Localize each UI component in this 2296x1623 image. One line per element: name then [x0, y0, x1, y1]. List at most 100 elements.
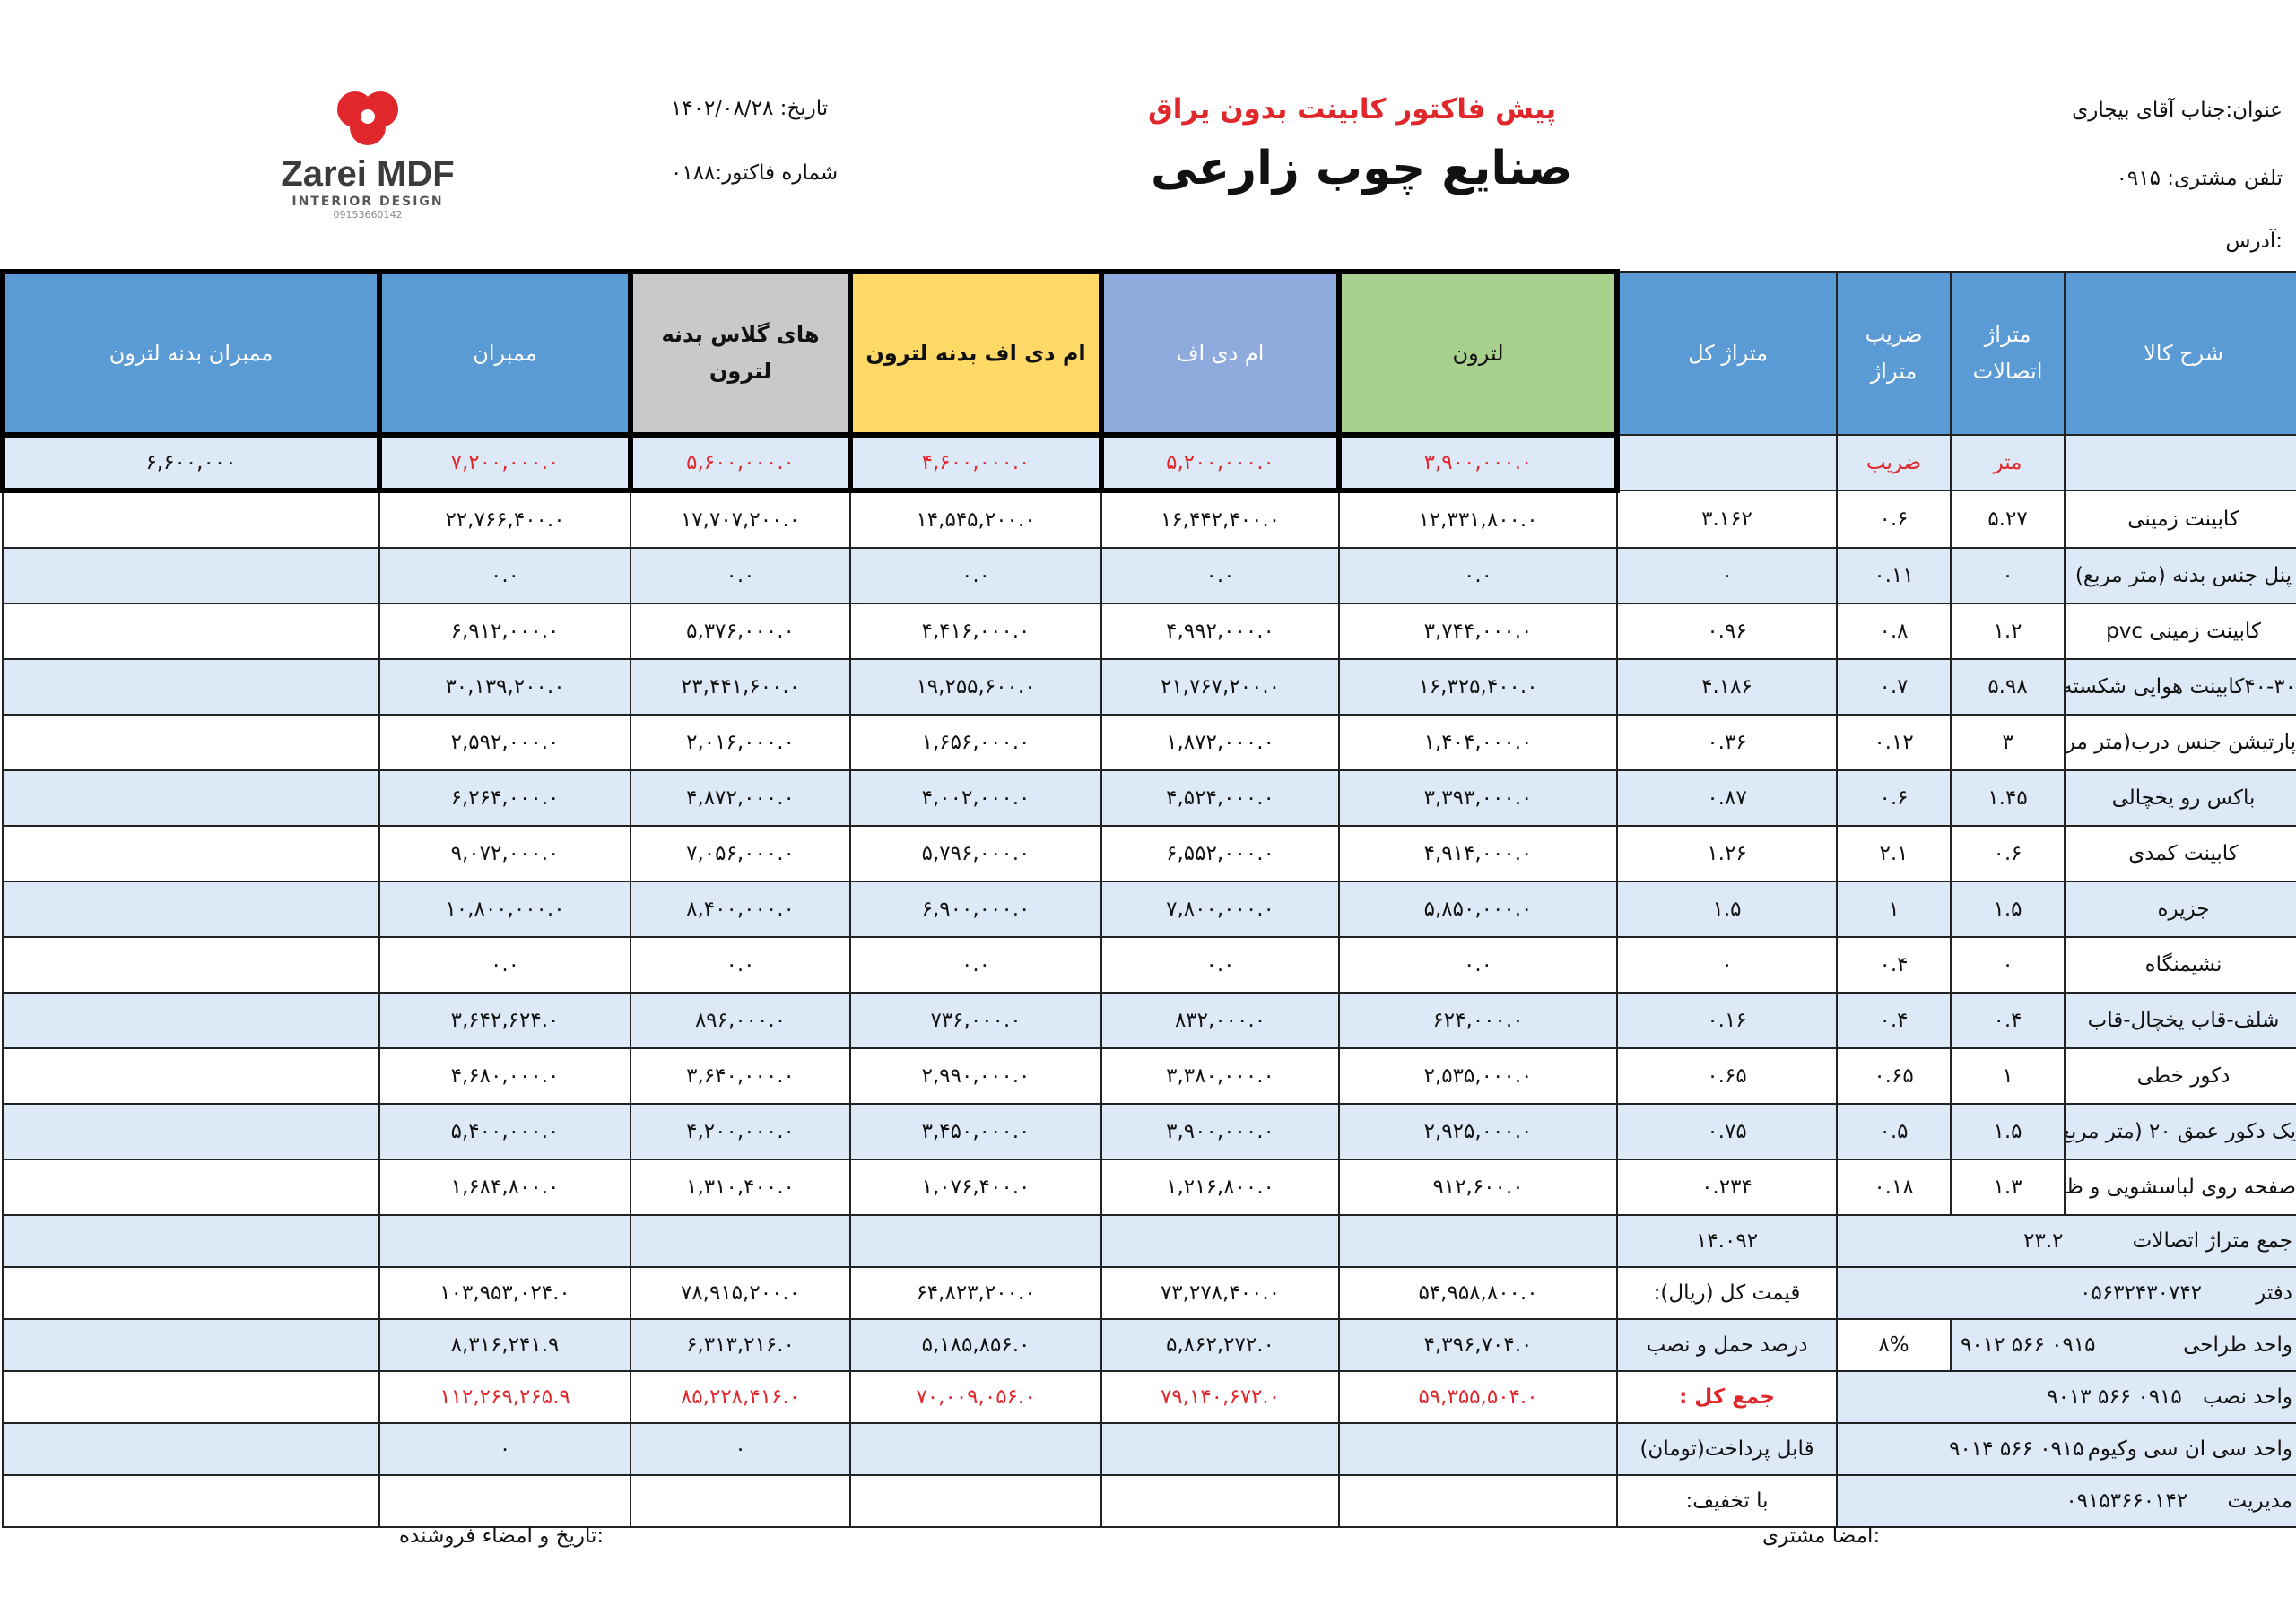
grand-total-latron: ۵۹,۳۵۵,۵۰۴.۰ — [1338, 1370, 1619, 1424]
item-fit-area: ۳ — [1950, 714, 2066, 771]
item-price-membrane: ۲۲,۷۶۶,۴۰۰.۰ — [378, 490, 632, 549]
item-price-mdf: ۱,۸۷۲,۰۰۰.۰ — [1100, 714, 1341, 771]
item-total-area: ۴.۱۸۶ — [1616, 658, 1839, 716]
item-price-mdf-latron: ۳,۴۵۰,۰۰۰.۰ — [849, 1103, 1103, 1160]
customer-phone: تلفن مشتری: ۰۹۱۵ — [2116, 167, 2283, 190]
unit-desc-cell — [2064, 434, 2296, 491]
col-fit-area-header: متراژ اتصالات — [1950, 271, 2066, 436]
col-membrane-latron-header: ممبران بدنه لترون — [0, 269, 383, 438]
grand-total-membrane: ۱۱۲,۲۶۹,۲۶۵.۹ — [378, 1370, 632, 1424]
invoice-date: تاریخ: ۱۴۰۲/۰۸/۲۸ — [671, 97, 829, 120]
item-price-highgloss: ۵,۳۷۶,۰۰۰.۰ — [630, 603, 852, 660]
item-coef: ۰.۶۵ — [1836, 1047, 1952, 1105]
shipping-mdf: ۵,۸۶۲,۲۷۲.۰ — [1100, 1318, 1341, 1372]
design-cell: واحد طراحی ۰۹۱۵ ۵۶۶ ۹۰۱۲ — [1950, 1318, 2296, 1372]
table-row: پنل جنس بدنه (متر مربع) ۰ ۰.۱۱ ۰ ۰.۰ ۰.۰ ۰.۰ ۰.… — [1, 547, 2296, 604]
shipping-row: واحد طراحی ۰۹۱۵ ۵۶۶ ۹۰۱۲ ۸% درصد حمل و نص… — [1, 1318, 2296, 1372]
design-phone: ۰۹۱۵ ۵۶۶ ۹۰۱۲ — [1961, 1333, 2096, 1357]
table-row: یک دکور عمق ۲۰ (متر مربع)۱.۵۰.۵۰.۷۵۲,۹۲۵… — [1, 1103, 2296, 1160]
item-price-mdf: ۰.۰ — [1100, 547, 1341, 604]
item-coef: ۰.۸ — [1836, 603, 1952, 660]
item-price-membrane: ۰.۰ — [378, 547, 632, 604]
invoice-number: شماره فاکتور:۰۱۸۸ — [671, 161, 839, 185]
item-price-membrane-latron — [1, 825, 381, 882]
item-price-latron: ۲,۹۲۵,۰۰۰.۰ — [1338, 1103, 1619, 1160]
item-price-latron: ۹۱۲,۶۰۰.۰ — [1338, 1159, 1619, 1216]
item-total-area: ۱.۲۶ — [1616, 825, 1839, 882]
item-fit-area: ۰.۴ — [1950, 992, 2066, 1049]
subject-label: عنوان:جناب آقای بیجاری — [2072, 99, 2283, 122]
item-fit-area: ۰.۶ — [1950, 825, 2066, 882]
total-price-latron: ۵۴,۹۵۸,۸۰۰.۰ — [1338, 1266, 1619, 1320]
manager-label: مدیریت — [2227, 1489, 2293, 1513]
item-price-membrane-latron — [1, 881, 381, 938]
item-price-membrane: ۹,۰۷۲,۰۰۰.۰ — [378, 825, 632, 882]
item-desc: جزیره — [2064, 881, 2296, 938]
item-price-mdf-latron: ۱۹,۲۵۵,۶۰۰.۰ — [849, 658, 1103, 716]
invoice-subtitle: پیش فاکتور کابینت بدون یراق — [1148, 93, 1557, 126]
grand-total-highgloss: ۸۵,۲۲۸,۴۱۶.۰ — [630, 1370, 852, 1424]
item-price-mdf-latron: ۰.۰ — [849, 547, 1103, 604]
payable-membrane: ۰ — [378, 1422, 632, 1476]
item-price-latron: ۱۲,۳۳۱,۸۰۰.۰ — [1338, 490, 1619, 549]
item-price-mdf-latron: ۲,۹۹۰,۰۰۰.۰ — [849, 1047, 1103, 1105]
fit-total-label: جمع متراژ اتصالات — [2132, 1229, 2293, 1253]
table-row: دکور خطی ۱ ۰.۶۵ ۰.۶۵ ۲,۵۳۵,۰۰۰.۰ ۳,۳۸۰,۰۰۰.۰ ۲… — [1, 1047, 2296, 1105]
shipping-percent: ۸% — [1836, 1318, 1952, 1372]
office-cell: دفتر ۰۵۶۳۲۴۳۰۷۴۲ — [1836, 1266, 2296, 1320]
item-price-membrane-latron — [1, 1159, 381, 1216]
item-price-mdf: ۱۶,۴۴۲,۴۰۰.۰ — [1100, 490, 1341, 549]
table-row: کابینت کمدی ۰.۶ ۲.۱ ۱.۲۶ ۴,۹۱۴,۰۰۰.۰ ۶,۵۵۲,۰۰… — [1, 825, 2296, 882]
item-price-membrane-latron — [1, 658, 381, 716]
discount-row: مدیریت ۰۹۱۵۳۶۶۰۱۴۲ با تخفیف: — [1, 1474, 2296, 1528]
grand-total-label: جمع کل : — [1616, 1370, 1839, 1424]
unit-price-highgloss: ۵,۶۰۰,۰۰۰.۰ — [628, 432, 854, 493]
item-price-mdf: ۱,۲۱۶,۸۰۰.۰ — [1100, 1159, 1341, 1216]
item-price-membrane-latron — [1, 490, 381, 549]
item-total-area: ۱.۵ — [1616, 881, 1839, 938]
item-fit-area: ۱.۳ — [1950, 1159, 2066, 1216]
item-price-membrane: ۳۰,۱۳۹,۲۰۰.۰ — [378, 658, 632, 716]
cnc-label: واحد سی ان سی وکیوم — [2087, 1437, 2293, 1461]
unit-coef-cell: ضریب — [1836, 434, 1952, 491]
item-fit-area: ۵.۹۸ — [1950, 658, 2066, 716]
item-total-area: ۰ — [1616, 547, 1839, 604]
item-price-highgloss: ۲,۰۱۶,۰۰۰.۰ — [630, 714, 852, 771]
item-price-mdf-latron: ۴,۴۱۶,۰۰۰.۰ — [849, 603, 1103, 660]
item-price-membrane: ۵,۴۰۰,۰۰۰.۰ — [378, 1103, 632, 1160]
discount-label: با تخفیف: — [1616, 1474, 1839, 1528]
item-price-highgloss: ۱,۳۱۰,۴۰۰.۰ — [630, 1159, 852, 1216]
item-coef: ۱ — [1836, 881, 1952, 938]
item-fit-area: ۱.۴۵ — [1950, 769, 2066, 827]
item-desc: صفحه روی لباسشویی و ظرفشویی — [2064, 1159, 2296, 1216]
office-label: دفتر — [2256, 1281, 2293, 1305]
item-price-highgloss: ۰.۰ — [630, 936, 852, 994]
item-price-latron: ۴,۹۱۴,۰۰۰.۰ — [1338, 825, 1619, 882]
item-coef: ۰.۶ — [1836, 490, 1952, 549]
customer-signature-label: امضا مشتری: — [1762, 1524, 1881, 1548]
item-total-area: ۰ — [1616, 936, 1839, 994]
col-latron-header: لترون — [1336, 269, 1621, 438]
item-price-mdf-latron: ۴,۰۰۲,۰۰۰.۰ — [849, 769, 1103, 827]
shipping-mdf-latron: ۵,۱۸۵,۸۵۶.۰ — [849, 1318, 1103, 1372]
item-price-latron: ۳,۳۹۳,۰۰۰.۰ — [1338, 769, 1619, 827]
shipping-latron: ۴,۳۹۶,۷۰۴.۰ — [1338, 1318, 1619, 1372]
item-price-highgloss: ۴,۸۷۲,۰۰۰.۰ — [630, 769, 852, 827]
item-price-membrane-latron — [1, 547, 381, 604]
item-price-highgloss: ۴,۲۰۰,۰۰۰.۰ — [630, 1103, 852, 1160]
item-desc: یک دکور عمق ۲۰ (متر مربع) — [2064, 1103, 2296, 1160]
table-row: پارتیشن جنس درب(متر مربع) ۳ ۰.۱۲ ۰.۳۶ ۱,۴۰۴,… — [1, 714, 2296, 771]
item-desc: پارتیشن جنس درب(متر مربع) — [2064, 714, 2296, 771]
item-fit-area: ۱ — [1950, 1047, 2066, 1105]
logo-tagline: INTERIOR DESIGN — [291, 195, 444, 209]
item-total-area: ۳.۱۶۲ — [1616, 490, 1839, 549]
item-price-membrane: ۱,۶۸۴,۸۰۰.۰ — [378, 1159, 632, 1216]
item-price-mdf: ۴,۹۹۲,۰۰۰.۰ — [1100, 603, 1341, 660]
table-row: صفحه روی لباسشویی و ظرفشویی۱.۳۰.۱۸۰.۲۳۴۹… — [1, 1159, 2296, 1216]
col-coef-header: ضریب متراژ — [1836, 271, 1952, 436]
manager-cell: مدیریت ۰۹۱۵۳۶۶۰۱۴۲ — [1836, 1474, 2296, 1528]
unit-price-latron: ۳,۹۰۰,۰۰۰.۰ — [1336, 432, 1621, 493]
item-price-mdf: ۶,۵۵۲,۰۰۰.۰ — [1100, 825, 1341, 882]
item-price-mdf: ۰.۰ — [1100, 936, 1341, 994]
unit-price-membrane: ۷,۲۰۰,۰۰۰.۰ — [377, 432, 634, 493]
